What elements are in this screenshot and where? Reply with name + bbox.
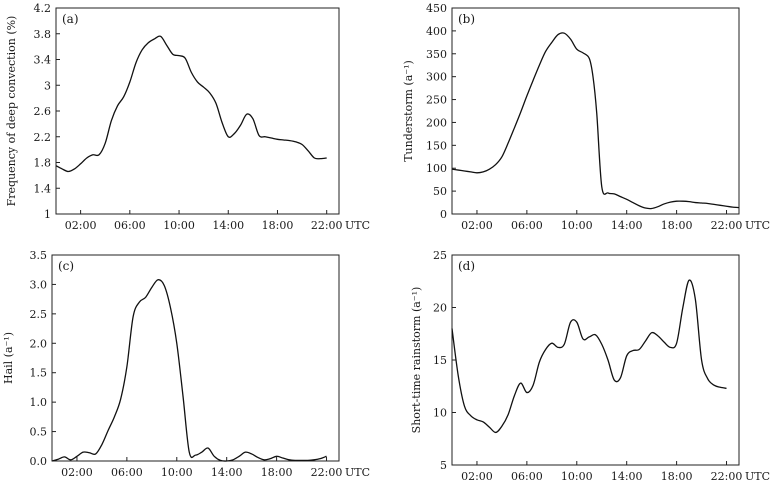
x-tick-label: 10:00 bbox=[161, 466, 193, 479]
panel-c: 0.0 0.5 1.0 1.5 2.0 2.5 3.0 3.5 02:00 06:00 10:00 1… bbox=[2, 249, 370, 479]
x-axis-unit-label: UTC bbox=[745, 470, 770, 483]
y-axis-label: Short-time rainstorm (a⁻¹) bbox=[410, 287, 423, 434]
x-tick-label: 14:00 bbox=[611, 470, 643, 483]
y-tick-label: 3.4 bbox=[34, 54, 52, 67]
x-tick-label: 18:00 bbox=[661, 470, 693, 483]
panel-d: 5 10 15 20 25 02:00 06:00 10:00 14:00 18:00 22:00 U… bbox=[410, 249, 770, 483]
panel-tag: (c) bbox=[58, 259, 74, 273]
x-tick-label: 14:00 bbox=[611, 219, 643, 232]
y-tick-label: 3.0 bbox=[30, 278, 48, 291]
y-tick-label: 20 bbox=[433, 302, 447, 315]
x-tick-label: 22:00 bbox=[711, 470, 743, 483]
y-axis-label: Frequency of deep convection (%) bbox=[5, 16, 18, 207]
x-tick-label: 06:00 bbox=[111, 466, 143, 479]
x-tick-label: 06:00 bbox=[114, 219, 146, 232]
x-tick-label: 18:00 bbox=[661, 219, 693, 232]
y-tick-label: 10 bbox=[433, 407, 447, 420]
y-tick-label: 200 bbox=[426, 116, 447, 129]
y-tick-label: 25 bbox=[433, 249, 447, 262]
x-tick-label: 10:00 bbox=[561, 470, 593, 483]
y-tick-label: 300 bbox=[426, 71, 447, 84]
x-tick-label: 02:00 bbox=[65, 219, 97, 232]
y-tick-label: 2.2 bbox=[34, 131, 52, 144]
plot-frame bbox=[451, 7, 740, 215]
y-tick-label: 150 bbox=[426, 139, 447, 152]
x-axis-unit-label: UTC bbox=[745, 219, 770, 232]
y-tick-label: 100 bbox=[426, 162, 447, 175]
y-tick-label: 0.5 bbox=[30, 426, 48, 439]
y-tick-label: 3.8 bbox=[34, 28, 52, 41]
x-tick-label: 06:00 bbox=[511, 470, 543, 483]
panel-b: 0 50 100 150 200 250 300 350 400 450 02:00 06:00 10:… bbox=[402, 2, 770, 232]
y-tick-label: 1.8 bbox=[34, 157, 52, 170]
plot-frame bbox=[451, 254, 740, 466]
x-tick-label: 18:00 bbox=[261, 466, 293, 479]
y-axis-label: Hail (a⁻¹) bbox=[2, 332, 15, 384]
x-tick-label: 14:00 bbox=[211, 466, 243, 479]
x-tick-label: 14:00 bbox=[212, 219, 244, 232]
y-tick-label: 0 bbox=[440, 208, 447, 221]
y-tick-label: 50 bbox=[433, 185, 447, 198]
x-tick-label: 02:00 bbox=[61, 466, 93, 479]
y-tick-label: 450 bbox=[426, 2, 447, 15]
series-line bbox=[55, 35, 327, 173]
panel-a: 1 1.4 1.8 2.2 2.6 3 3.4 3.8 4.2 02:00 06:00 10:00 14… bbox=[5, 2, 370, 232]
y-tick-label: 0.0 bbox=[30, 455, 48, 468]
y-tick-label: 400 bbox=[426, 25, 447, 38]
y-tick-label: 3 bbox=[44, 79, 51, 92]
panel-tag: (b) bbox=[458, 12, 475, 26]
x-tick-label: 22:00 bbox=[711, 219, 743, 232]
series-line bbox=[451, 279, 727, 434]
x-tick-label: 02:00 bbox=[461, 219, 493, 232]
plot-frame bbox=[55, 7, 340, 215]
y-tick-label: 1.4 bbox=[34, 182, 52, 195]
y-axis-label: Tunderstorm (a⁻¹) bbox=[402, 60, 415, 162]
x-tick-label: 22:00 bbox=[311, 219, 343, 232]
x-tick-label: 18:00 bbox=[262, 219, 294, 232]
y-tick-label: 15 bbox=[433, 354, 447, 367]
y-tick-label: 4.2 bbox=[34, 2, 52, 15]
y-tick-label: 1 bbox=[44, 208, 51, 221]
y-tick-label: 1.5 bbox=[30, 367, 48, 380]
series-line bbox=[451, 32, 740, 210]
x-tick-label: 02:00 bbox=[461, 470, 493, 483]
y-tick-label: 3.5 bbox=[30, 249, 48, 262]
panel-tag: (a) bbox=[62, 12, 79, 26]
series-line bbox=[51, 279, 327, 462]
x-tick-label: 06:00 bbox=[511, 219, 543, 232]
y-tick-label: 1.0 bbox=[30, 396, 48, 409]
x-axis-unit-label: UTC bbox=[345, 466, 370, 479]
y-tick-label: 5 bbox=[440, 459, 447, 472]
plot-frame bbox=[51, 254, 340, 462]
y-tick-label: 250 bbox=[426, 94, 447, 107]
x-tick-label: 22:00 bbox=[311, 466, 343, 479]
y-tick-label: 350 bbox=[426, 48, 447, 61]
y-tick-label: 2.6 bbox=[34, 105, 52, 118]
panel-tag: (d) bbox=[458, 259, 475, 273]
y-tick-label: 2.0 bbox=[30, 337, 48, 350]
x-axis-unit-label: UTC bbox=[345, 219, 370, 232]
x-tick-label: 10:00 bbox=[163, 219, 195, 232]
y-tick-label: 2.5 bbox=[30, 308, 48, 321]
x-tick-label: 10:00 bbox=[561, 219, 593, 232]
